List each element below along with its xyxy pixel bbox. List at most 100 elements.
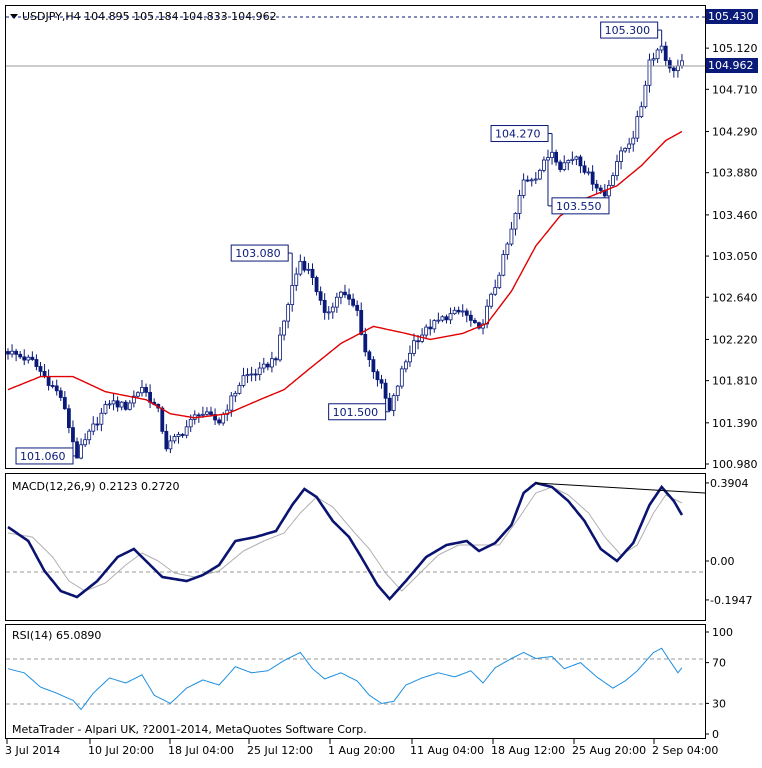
candle-body: [598, 187, 603, 191]
candle-body: [95, 423, 100, 426]
candle-body: [274, 358, 278, 361]
candle-body: [30, 356, 35, 360]
candle-body: [144, 387, 148, 393]
candle-body: [160, 407, 165, 432]
candle-body: [209, 411, 213, 415]
candle-body: [176, 434, 181, 437]
candle-body: [318, 291, 323, 301]
candle-body: [245, 374, 250, 377]
candle-body: [79, 444, 83, 459]
candle-body: [249, 373, 254, 376]
candle-body: [237, 385, 242, 394]
current-price-label: 104.962: [708, 59, 754, 72]
candle-body: [505, 243, 510, 255]
candle-body: [586, 171, 591, 174]
candle-body: [278, 334, 282, 361]
time-axis-tick-label: 1 Aug 20:00: [328, 744, 395, 757]
candle-body: [379, 379, 384, 384]
candle-body: [347, 294, 351, 300]
candle-body: [623, 147, 628, 152]
candle-body: [501, 254, 506, 276]
time-axis-tick-label: 11 Aug 04:00: [410, 744, 484, 757]
candle-body: [639, 106, 644, 118]
reference-level-tag: [706, 9, 758, 24]
candle-body: [26, 356, 31, 361]
candle-body: [436, 319, 441, 322]
candle-body: [217, 419, 222, 424]
candle-body: [200, 413, 205, 416]
price-axis-tick-label: 103.050: [712, 250, 758, 263]
candle-body: [635, 116, 640, 139]
candle-body: [578, 156, 583, 167]
candle-body: [213, 414, 217, 421]
price-annotation-label: 103.550: [556, 200, 602, 213]
candle-body: [136, 392, 140, 397]
candle-body: [375, 371, 380, 381]
candle-body: [432, 320, 437, 330]
candle-body: [582, 165, 587, 173]
candle-body: [509, 228, 514, 245]
candle-body: [314, 277, 319, 293]
macd-main-line: [7, 481, 684, 601]
candle-body: [54, 385, 59, 392]
candle-body: [265, 363, 270, 368]
candle-body: [643, 84, 648, 108]
candle-body: [10, 350, 14, 355]
candle-body: [131, 395, 136, 404]
price-annotation-label: 101.500: [333, 406, 379, 419]
candle-body: [168, 440, 173, 450]
candle-body: [123, 401, 128, 410]
macd-axis-tick-label: 0.3904: [710, 477, 749, 490]
time-axis-tick-label: 25 Aug 20:00: [572, 744, 646, 757]
macd-label: MACD(12,26,9) 0.2123 0.2720: [12, 480, 180, 493]
candle-body: [647, 59, 652, 86]
candle-body: [472, 319, 477, 324]
time-axis-tick-label: 18 Aug 12:00: [491, 744, 565, 757]
candle-body: [562, 162, 567, 170]
rsi-axis-tick-label: 100: [712, 626, 733, 639]
price-annotation-box: [230, 244, 289, 262]
candle-body: [399, 368, 404, 387]
candle-body: [22, 356, 27, 361]
candle-body: [412, 340, 416, 354]
candle-body: [87, 430, 92, 441]
candle-body: [355, 304, 360, 311]
candle-body: [574, 156, 579, 160]
candle-body: [590, 171, 595, 185]
candle-body: [416, 340, 420, 343]
candle-body: [424, 326, 429, 336]
candle-body: [663, 45, 668, 61]
candle-body: [282, 320, 286, 336]
candle-body: [464, 310, 469, 316]
price-annotation-label: 105.300: [605, 24, 651, 37]
candle-body: [566, 160, 571, 164]
macd-panel-frame: [5, 473, 706, 621]
candle-body: [452, 309, 457, 315]
price-annotation-label: 103.080: [235, 247, 281, 260]
price-axis-tick-label: 104.710: [712, 83, 758, 96]
candles-layer: [6, 30, 684, 460]
candle-body: [46, 376, 51, 386]
candle-body: [196, 414, 201, 417]
candle-body: [6, 351, 10, 355]
candle-body: [99, 412, 104, 425]
candle-body: [570, 158, 575, 161]
candle-body: [395, 385, 400, 397]
candle-body: [180, 434, 185, 436]
candle-body: [371, 359, 376, 373]
candle-body: [489, 293, 494, 307]
price-panel-frame: [5, 5, 706, 469]
price-axis-tick-label: 102.640: [712, 291, 758, 304]
candle-body: [127, 402, 132, 410]
candle-body: [140, 387, 144, 394]
candle-body: [554, 151, 558, 163]
candle-body: [615, 161, 619, 177]
axis-layer: 100.980 101.390 101.810 102.220 102.640 103.0…: [5, 42, 758, 757]
candle-body: [310, 268, 315, 278]
candle-body: [107, 403, 112, 406]
price-annotation-box: [328, 403, 387, 421]
price-axis-tick-label: 101.810: [712, 375, 758, 388]
candle-body: [363, 333, 368, 353]
time-axis-tick-label: 25 Jul 12:00: [247, 744, 313, 757]
